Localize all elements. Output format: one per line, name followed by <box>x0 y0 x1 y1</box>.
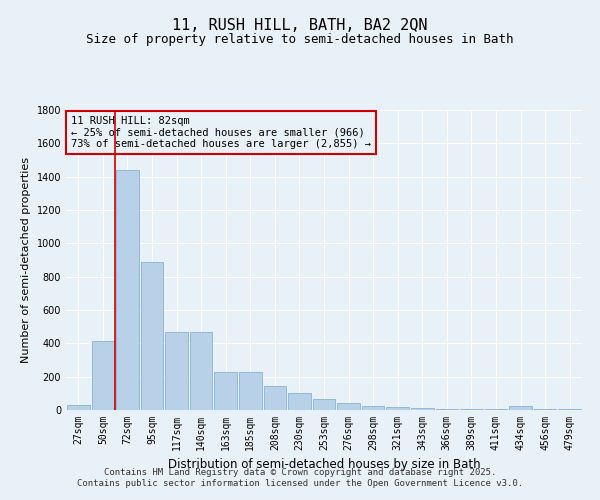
Bar <box>263 386 286 410</box>
Bar <box>436 408 458 410</box>
Bar <box>67 405 89 410</box>
Y-axis label: Number of semi-detached properties: Number of semi-detached properties <box>21 157 31 363</box>
Text: 11, RUSH HILL, BATH, BA2 2QN: 11, RUSH HILL, BATH, BA2 2QN <box>172 18 428 32</box>
Bar <box>239 372 262 410</box>
Bar <box>92 341 114 410</box>
X-axis label: Distribution of semi-detached houses by size in Bath: Distribution of semi-detached houses by … <box>167 458 481 471</box>
Bar <box>509 406 532 410</box>
Bar <box>288 394 311 410</box>
Text: Contains HM Land Registry data © Crown copyright and database right 2025.
Contai: Contains HM Land Registry data © Crown c… <box>77 468 523 487</box>
Bar <box>337 404 360 410</box>
Bar <box>190 332 212 410</box>
Text: Size of property relative to semi-detached houses in Bath: Size of property relative to semi-detach… <box>86 32 514 46</box>
Bar <box>313 399 335 410</box>
Bar <box>362 406 385 410</box>
Bar <box>214 372 237 410</box>
Bar <box>116 170 139 410</box>
Bar <box>411 408 434 410</box>
Bar <box>140 262 163 410</box>
Bar <box>534 408 556 410</box>
Bar <box>386 407 409 410</box>
Bar <box>165 332 188 410</box>
Text: 11 RUSH HILL: 82sqm
← 25% of semi-detached houses are smaller (966)
73% of semi-: 11 RUSH HILL: 82sqm ← 25% of semi-detach… <box>71 116 371 149</box>
